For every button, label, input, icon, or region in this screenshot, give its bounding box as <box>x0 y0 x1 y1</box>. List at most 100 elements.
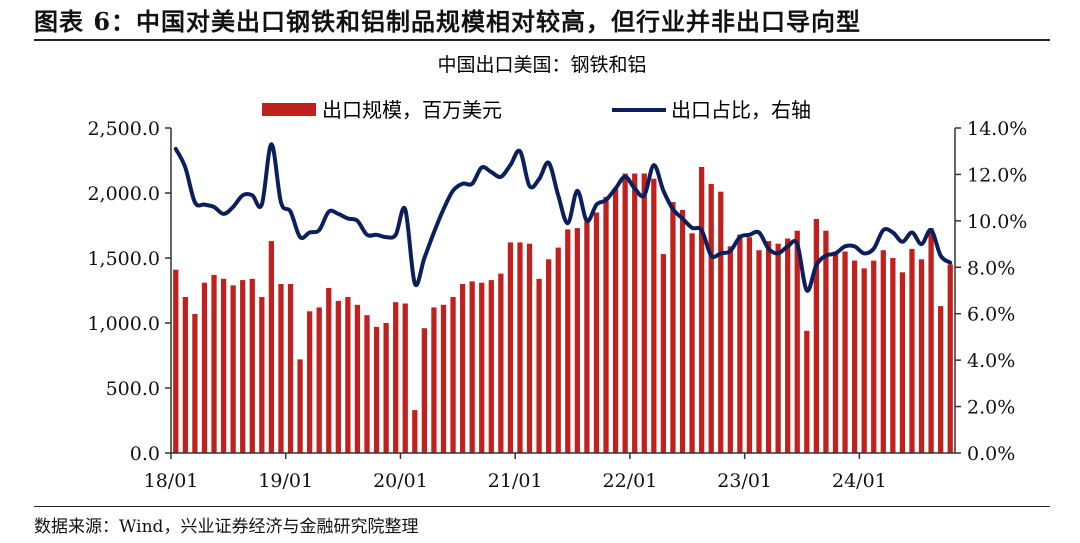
bar <box>689 233 695 453</box>
bar <box>297 359 303 453</box>
bar <box>555 247 561 453</box>
bar <box>173 269 179 453</box>
bar <box>909 248 915 453</box>
bar <box>947 264 953 453</box>
bar <box>899 272 906 453</box>
bar <box>632 173 638 453</box>
bar <box>851 260 858 453</box>
bar <box>459 284 466 453</box>
bar <box>192 313 198 453</box>
bar <box>326 287 332 453</box>
bar <box>765 241 772 453</box>
bar <box>536 278 542 453</box>
bar <box>938 306 944 453</box>
axes <box>170 128 956 454</box>
bar <box>201 282 208 453</box>
figure-title: 图表 6：中国对美出口钢铁和铝制品规模相对较高，但行业并非出口导向型 <box>34 7 862 36</box>
bar <box>612 187 619 454</box>
bar <box>890 258 896 453</box>
right-tick-label: 12.0% <box>967 164 1027 186</box>
bar <box>469 281 475 453</box>
ratio-line <box>173 142 953 293</box>
bar <box>861 268 867 453</box>
x-tick-label: 22/01 <box>603 470 658 492</box>
chart: 中国出口美国：钢铁和铝 出口规模，百万美元 出口占比，右轴 0.0 500.0 1,… <box>87 54 1027 492</box>
x-tick-label: 21/01 <box>488 470 543 492</box>
bar <box>412 410 418 453</box>
bar <box>718 191 724 453</box>
right-tick-label: 0.0% <box>967 443 1015 465</box>
bar <box>345 297 351 453</box>
bar <box>918 259 925 453</box>
bar <box>287 284 294 453</box>
bar <box>871 260 877 453</box>
bar <box>526 243 533 453</box>
bar <box>727 246 733 453</box>
bar <box>813 219 819 453</box>
bar <box>804 330 810 453</box>
bar <box>278 284 284 453</box>
bar <box>498 273 504 453</box>
bar <box>479 282 485 453</box>
left-tick-label: 500.0 <box>106 378 160 400</box>
bar <box>335 300 341 453</box>
right-tick-label: 2.0% <box>967 397 1015 419</box>
bar <box>383 323 389 453</box>
bar <box>584 221 590 453</box>
bar <box>364 315 370 453</box>
bar <box>220 278 227 453</box>
bar <box>832 251 839 453</box>
bar <box>402 303 408 453</box>
bar <box>651 178 657 453</box>
chart-title: 中国出口美国：钢铁和铝 <box>437 54 646 76</box>
left-tick-label: 1,000.0 <box>87 313 160 335</box>
bar <box>373 326 380 453</box>
title-rule <box>34 39 1050 41</box>
left-tick-label: 0.0 <box>130 443 160 465</box>
left-tick-label: 2,500.0 <box>87 118 160 140</box>
bar <box>928 228 934 453</box>
bar <box>737 234 743 453</box>
bar <box>622 173 628 453</box>
bar <box>574 228 580 453</box>
x-tick-label: 24/01 <box>832 470 887 492</box>
legend-line-label: 出口占比，右轴 <box>671 98 811 122</box>
bar <box>823 230 829 453</box>
bar <box>240 280 246 453</box>
bar <box>517 242 523 453</box>
bar <box>431 307 437 453</box>
right-tick-label: 10.0% <box>967 211 1027 233</box>
source-note: 数据来源：Wind，兴业证券经济与金融研究院整理 <box>34 517 419 537</box>
bar <box>880 250 886 453</box>
bar <box>182 297 188 453</box>
bar <box>746 237 753 453</box>
bar <box>708 183 714 453</box>
bar <box>393 302 399 453</box>
right-axis-ticks: 0.0% 2.0% 4.0% 6.0% 8.0% 10.0% 12.0% 14.0% <box>955 118 1027 465</box>
x-tick-label: 20/01 <box>373 470 428 492</box>
bar <box>259 297 265 453</box>
bar <box>440 304 447 453</box>
source-rule <box>34 506 1050 507</box>
bar <box>450 297 456 453</box>
x-tick-label: 19/01 <box>258 470 313 492</box>
bar <box>249 278 255 453</box>
bar <box>603 196 609 453</box>
bar <box>546 259 552 453</box>
bar <box>307 311 313 453</box>
right-tick-label: 4.0% <box>967 350 1015 372</box>
bar <box>641 173 647 453</box>
bar <box>268 241 275 453</box>
right-tick-label: 8.0% <box>967 257 1015 279</box>
bar-series <box>173 167 953 454</box>
bar <box>679 209 686 453</box>
x-tick-label: 23/01 <box>717 470 772 492</box>
bar <box>785 238 791 453</box>
bar <box>488 280 494 453</box>
bar <box>507 242 514 453</box>
left-tick-label: 2,000.0 <box>87 183 160 205</box>
bar <box>670 202 676 453</box>
right-tick-label: 14.0% <box>967 118 1027 140</box>
bar <box>842 251 848 453</box>
bar <box>794 230 800 453</box>
